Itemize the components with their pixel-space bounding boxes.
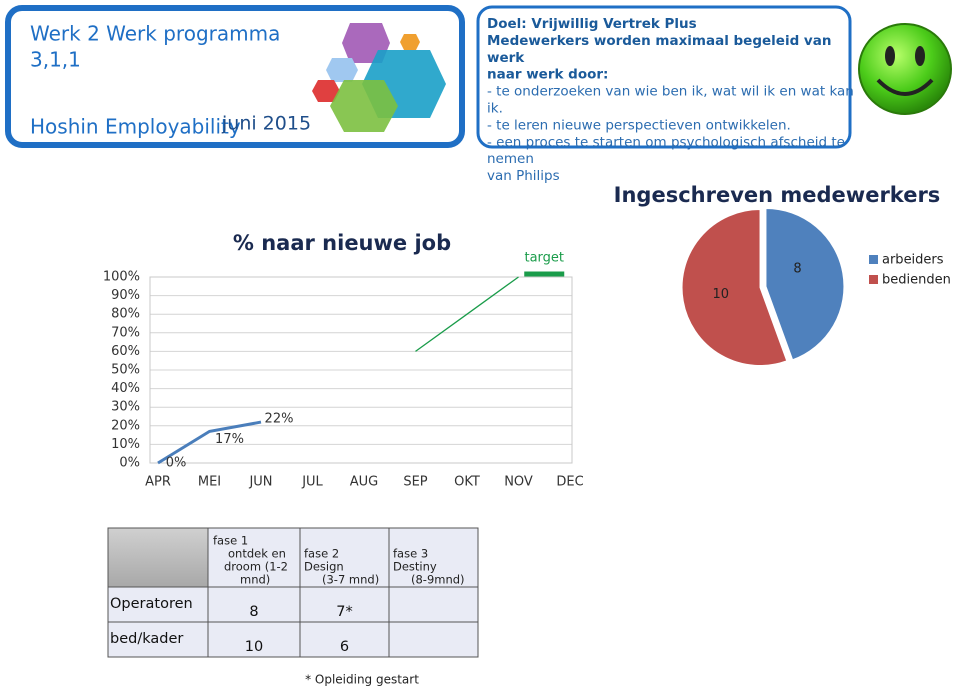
legend-swatch <box>869 275 878 284</box>
legend-label: arbeiders <box>882 253 944 268</box>
y-tick-label: 50% <box>111 363 140 378</box>
footnote: * Opleiding gestart <box>305 673 419 687</box>
x-tick-label: SEP <box>403 475 427 490</box>
x-tick-label: NOV <box>504 475 533 490</box>
table-cell <box>299 586 390 623</box>
x-tick-label: DEC <box>556 475 583 490</box>
table-cell <box>388 586 479 623</box>
x-tick-label: OKT <box>454 475 480 490</box>
column-header: ontdek en <box>228 547 286 561</box>
data-label: 17% <box>215 432 244 447</box>
x-tick-label: MEI <box>198 475 221 490</box>
y-tick-label: 100% <box>103 270 140 285</box>
goal-line: - te onderzoeken van wie ben ik, wat wil… <box>487 84 854 100</box>
table-value: 6 <box>340 639 349 655</box>
goal-text: Doel: Vrijwillig Vertrek PlusMedewerkers… <box>487 16 854 184</box>
table-cell <box>107 586 209 623</box>
chart-title: Ingeschreven medewerkers <box>614 183 941 207</box>
y-tick-label: 60% <box>111 344 140 359</box>
goal-line: Doel: Vrijwillig Vertrek Plus <box>487 16 697 32</box>
slice-label: 8 <box>793 261 801 276</box>
data-label: 22% <box>265 412 294 427</box>
column-header: mnd) <box>240 573 270 587</box>
table-cell <box>299 527 390 588</box>
table-value: 8 <box>249 604 258 620</box>
series-line <box>157 420 262 465</box>
y-tick-label: 0% <box>119 456 140 471</box>
hexagons <box>312 23 446 132</box>
header-subtitle: Hoshin Employability <box>30 115 241 139</box>
y-tick-label: 10% <box>111 437 140 452</box>
plot-border <box>149 276 573 464</box>
goal-box <box>476 5 852 149</box>
x-tick-label: APR <box>145 475 171 490</box>
column-header: (3-7 mnd) <box>322 573 379 587</box>
goal-line: - een proces te starten om psychologisch… <box>487 134 845 150</box>
table-cell <box>207 621 301 658</box>
goal-line: nemen <box>487 151 534 167</box>
table-cell <box>388 527 479 588</box>
table-cell <box>299 621 390 658</box>
target-label: target <box>524 251 564 266</box>
goal-line: - te leren nieuwe perspectieven ontwikke… <box>487 117 791 133</box>
table-value: 7* <box>336 604 352 620</box>
goal-line: Medewerkers worden maximaal begeleid van <box>487 33 831 49</box>
column-header: fase 3 <box>393 547 428 561</box>
pie-slice <box>765 207 845 361</box>
pie-slice <box>681 209 788 366</box>
column-header: Design <box>304 560 344 574</box>
column-header: Destiny <box>393 560 437 574</box>
header-title: 3,1,1 <box>30 48 81 72</box>
data-label: 0% <box>166 456 187 471</box>
series-line <box>415 276 519 352</box>
x-tick-label: AUG <box>350 475 378 490</box>
header-title: Werk 2 Werk programma <box>30 22 280 46</box>
column-header: fase 2 <box>304 547 339 561</box>
y-tick-label: 90% <box>111 288 140 303</box>
y-tick-label: 80% <box>111 307 140 322</box>
row-label: Operatoren <box>110 596 193 612</box>
goal-line: werk <box>487 50 525 66</box>
column-header: droom (1-2 <box>224 560 288 574</box>
legend-swatch <box>869 255 878 264</box>
row-label: bed/kader <box>110 631 183 647</box>
y-tick-label: 40% <box>111 381 140 396</box>
smiley <box>858 23 952 115</box>
x-tick-label: JUN <box>248 475 272 490</box>
goal-line: ik. <box>487 101 503 117</box>
header-date: juni 2015 <box>221 113 311 135</box>
y-tick-label: 20% <box>111 418 140 433</box>
chart-title: % naar nieuwe job <box>233 231 451 255</box>
goal-line: van Philips <box>487 168 560 184</box>
slice-label: 10 <box>712 287 729 302</box>
legend-label: bedienden <box>882 273 951 288</box>
column-header: (8-9mnd) <box>411 573 465 587</box>
goal-line: naar werk door: <box>487 67 608 83</box>
x-tick-label: JUL <box>301 475 323 490</box>
table-cell <box>388 621 479 658</box>
y-tick-label: 30% <box>111 400 140 415</box>
column-header: fase 1 <box>213 534 248 548</box>
table-header-cell <box>107 527 209 588</box>
y-tick-label: 70% <box>111 325 140 340</box>
table-value: 10 <box>245 639 263 655</box>
